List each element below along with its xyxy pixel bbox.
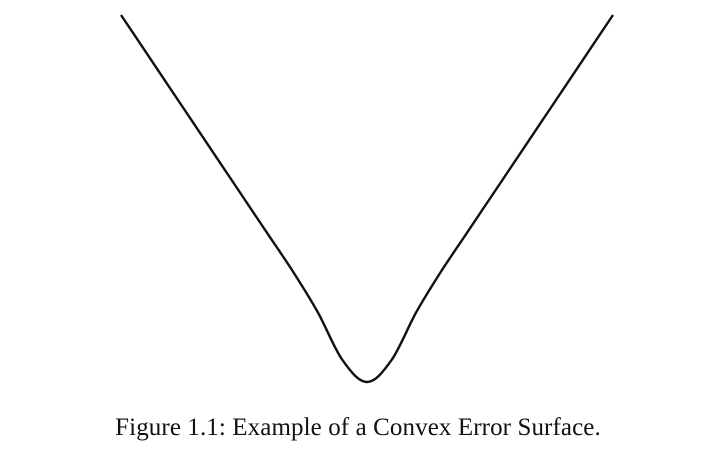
convex-error-curve-plot [0,0,716,400]
figure-caption: Figure 1.1: Example of a Convex Error Su… [0,414,716,442]
error-surface-curve [121,15,613,382]
